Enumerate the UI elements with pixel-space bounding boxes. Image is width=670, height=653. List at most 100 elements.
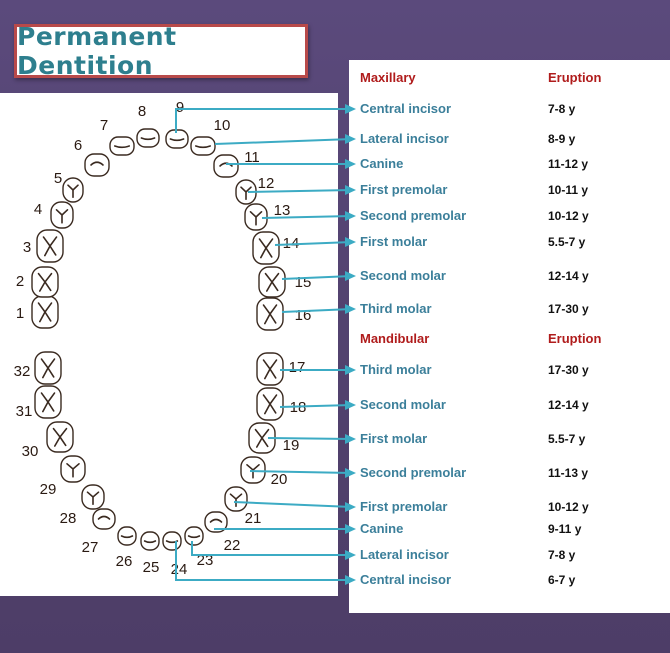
mandibular-eruption-value: 6-7 y [548,573,576,587]
arrowhead-11 [345,434,356,444]
tooth-number-29: 29 [40,481,57,498]
leader-line-8 [281,308,353,313]
maxillary-eruption-value: 12-14 y [548,269,589,283]
mandibular-eruption-value: 9-11 y [548,522,582,536]
arrowhead-14 [345,524,356,534]
tooth-23 [184,526,204,546]
maxillary-eruption-value: 8-9 y [548,132,576,146]
tooth-1-fissure [37,302,53,323]
tooth-number-24: 24 [171,561,188,578]
leader-line-13 [233,501,353,508]
arrowhead-7 [345,271,356,281]
mandibular-tooth-label: Canine [360,521,404,536]
leader-line-5 [261,215,353,219]
tooth-27 [92,508,116,530]
tooth-number-11: 11 [244,149,260,166]
tooth-28-fissure [86,491,100,505]
tooth-2-fissure [37,272,53,292]
mandibular-tooth-label: Third molar [360,362,432,377]
tooth-number-5: 5 [54,170,62,187]
tooth-number-20: 20 [271,471,288,488]
title-box: Permanent Dentition [14,22,308,80]
maxillary-eruption-value: 10-11 y [548,183,589,197]
tooth-22-fissure [209,518,223,523]
arrowhead-6 [345,237,356,247]
arrowhead-10 [345,400,356,410]
page-title: Permanent Dentition [17,22,177,80]
leader-line-11 [267,437,353,440]
tooth-11 [213,154,239,178]
mandibular-tooth-label: First premolar [360,499,448,514]
tooth-number-31: 31 [16,403,33,420]
maxillary-tooth-label: Central incisor [360,101,452,116]
maxillary-tooth-label: First molar [360,234,428,249]
leader-line-15 [191,541,352,556]
maxillary-tooth-label: Third molar [360,301,432,316]
tooth-10 [190,136,216,156]
maxillary-tooth-label: First premolar [360,182,448,197]
tooth-number-8: 8 [138,103,146,120]
tooth-7-fissure [114,145,130,149]
tooth-number-13: 13 [274,202,291,219]
maxillary-header: Maxillary [360,70,416,85]
mandibular-eruption-header: Eruption [548,331,602,346]
mandibular-tooth-label: Second molar [360,397,446,412]
tooth-19-fissure [254,428,270,448]
arrowhead-16 [345,575,356,585]
tooth-number-19: 19 [283,437,300,454]
tooth-number-16: 16 [295,307,312,324]
eruption-table-panel [349,60,670,613]
tooth-5-fissure [67,184,79,198]
tooth-number-21: 21 [245,510,262,527]
tooth-23-fissure [187,535,201,539]
tooth-number-10: 10 [214,117,231,134]
tooth-number-3: 3 [23,239,31,256]
maxillary-tooth-label: Lateral incisor [360,131,449,146]
tooth-number-12: 12 [258,175,275,192]
tooth-number-9: 9 [176,99,184,116]
tooth-31-fissure [40,392,56,413]
tooth-8-fissure [140,137,156,141]
mandibular-header: Mandibular [360,331,430,346]
maxillary-eruption-value: 17-30 y [548,302,589,316]
mandibular-eruption-value: 11-13 y [548,466,589,480]
leader-line-1 [175,108,352,133]
tooth-3-fissure [42,236,58,257]
tooth-number-7: 7 [100,117,108,134]
leader-line-6 [274,241,353,246]
arrowhead-2 [345,134,356,144]
arrowhead-4 [345,185,356,195]
tooth-29-fissure [66,463,80,478]
mandibular-tooth-label: Second premolar [360,465,467,480]
tooth-12-fissure [240,186,252,200]
arrowhead-1 [345,104,356,114]
tooth-number-30: 30 [22,443,39,460]
leader-line-16 [175,541,352,581]
maxillary-tooth-label: Canine [360,156,404,171]
arrowhead-12 [345,468,356,478]
leader-line-4 [247,189,353,193]
leader-line-10 [279,404,353,408]
mandibular-tooth-label: Central incisor [360,572,452,587]
tooth-number-17: 17 [289,359,306,376]
tooth-number-15: 15 [295,274,312,291]
mandibular-eruption-value: 7-8 y [548,548,576,562]
tooth-7 [109,136,135,156]
tooth-16-fissure [262,304,278,325]
tooth-number-27: 27 [82,539,99,556]
tooth-14-fissure [258,238,274,259]
tooth-number-6: 6 [74,137,82,154]
tooth-30-fissure [52,427,68,447]
tooth-6-fissure [90,161,104,166]
mandibular-tooth-label: Lateral incisor [360,547,449,562]
tooth-25 [140,531,160,551]
tooth-25-fissure [143,540,157,544]
maxillary-tooth-label: Second molar [360,268,446,283]
tooth-9-fissure [169,138,185,142]
tooth-17-fissure [262,359,278,380]
tooth-32-fissure [40,358,56,379]
tooth-number-25: 25 [143,559,160,576]
tooth-15-fissure [264,272,280,292]
arrowhead-15 [345,550,356,560]
